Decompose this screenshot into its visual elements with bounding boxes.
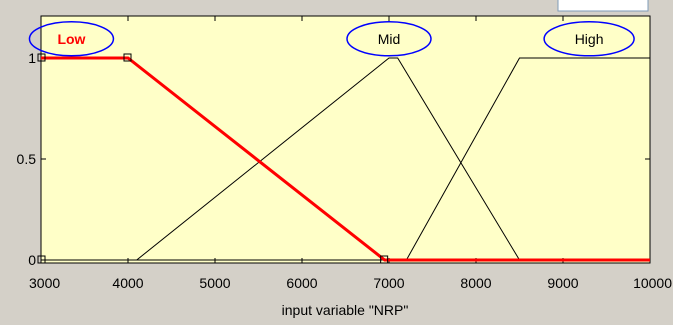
x-tick-label: 6000 — [286, 275, 317, 291]
mf-handle-low[interactable] — [37, 255, 46, 264]
mf-handle-low[interactable] — [380, 255, 389, 264]
mf-handle-low[interactable] — [37, 53, 46, 62]
y-tick-label: 1 — [28, 50, 36, 66]
x-tick-label: 10000 — [633, 275, 672, 291]
mf-curve-low[interactable] — [41, 56, 650, 262]
mf-label-ellipse-mid[interactable] — [346, 21, 432, 57]
y-tick-label: 0.5 — [17, 151, 37, 167]
x-tick-label: 7000 — [373, 275, 404, 291]
x-tick-label: 5000 — [199, 275, 230, 291]
x-tick-label: 4000 — [112, 275, 143, 291]
mf-handle-low[interactable] — [123, 53, 132, 62]
mf-label-ellipse-low[interactable] — [28, 21, 115, 57]
mf-label-mid[interactable]: Mid — [378, 31, 401, 47]
top-right-box — [557, 0, 649, 12]
y-tick-label: 0 — [28, 252, 36, 268]
x-tick-label: 3000 — [29, 275, 60, 291]
x-axis-ticks: 3000 4000 5000 6000 7000 8000 9000 10000 — [29, 16, 672, 291]
mf-label-low[interactable]: Low — [57, 31, 85, 47]
plot-area[interactable] — [40, 15, 651, 264]
x-tick-label: 9000 — [547, 275, 578, 291]
mf-label-ellipse-high[interactable] — [543, 21, 635, 57]
series-layer — [37, 53, 650, 264]
x-tick-label: 8000 — [460, 275, 491, 291]
mf-labels: Low Mid High — [28, 21, 635, 57]
mf-curve-high[interactable] — [41, 57, 650, 261]
x-axis-label: input variable "NRP" — [282, 302, 409, 318]
mf-label-high[interactable]: High — [575, 31, 604, 47]
